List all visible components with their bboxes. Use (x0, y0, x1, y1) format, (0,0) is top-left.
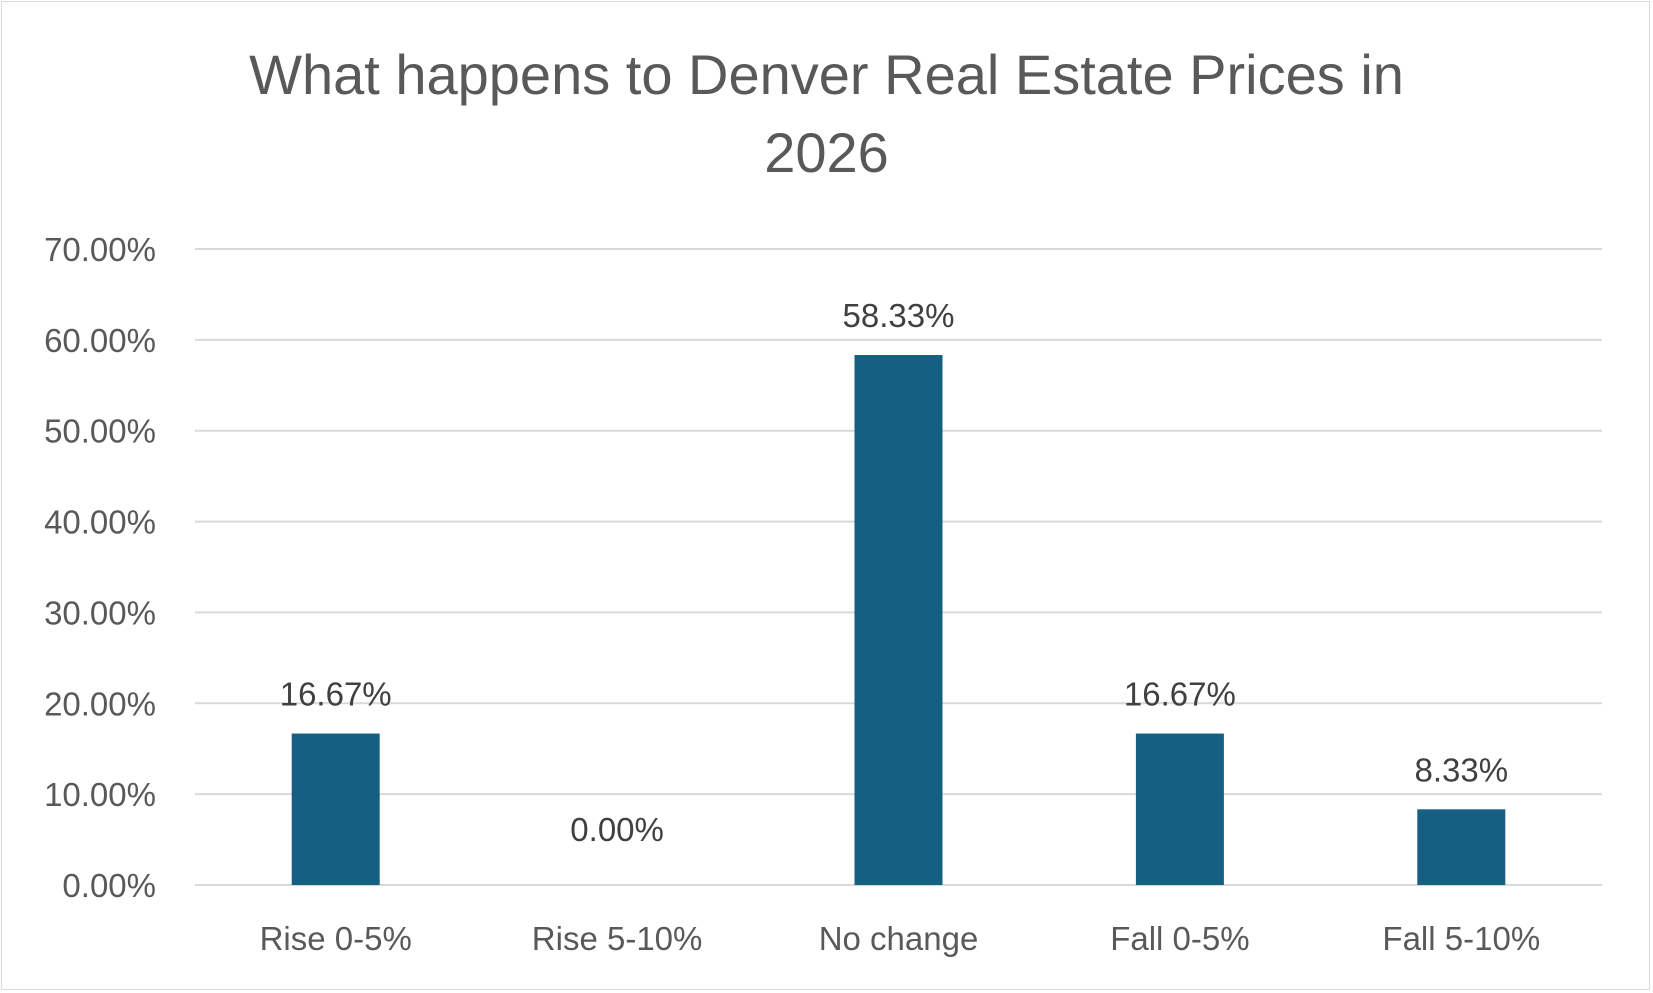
y-tick-label: 20.00% (44, 685, 156, 722)
data-label: 8.33% (1415, 751, 1509, 788)
bars (291, 355, 1506, 885)
y-tick-label: 10.00% (44, 776, 156, 813)
chart-title-container: What happens to Denver Real Estate Price… (0, 36, 1653, 192)
data-label: 58.33% (843, 297, 955, 334)
x-tick-label: Fall 5-10% (1382, 920, 1540, 957)
y-tick-label: 60.00% (44, 322, 156, 359)
bar (1135, 733, 1224, 885)
chart-title: What happens to Denver Real Estate Price… (249, 43, 1404, 184)
x-tick-label: No change (819, 920, 979, 957)
data-label: 16.67% (1124, 676, 1236, 713)
data-labels: 16.67% 0.00% 58.33% 16.67% 8.33% (280, 297, 1508, 848)
x-tick-label: Rise 0-5% (260, 920, 412, 957)
data-label: 16.67% (280, 676, 392, 713)
x-tick-label: Rise 5-10% (532, 920, 703, 957)
bar (1417, 809, 1506, 885)
y-axis-tick-labels: 0.00% 10.00% 20.00% 30.00% 40.00% 50.00% 60.00… (44, 231, 156, 904)
data-label: 0.00% (570, 811, 664, 848)
y-tick-label: 70.00% (44, 231, 156, 268)
x-tick-label: Fall 0-5% (1110, 920, 1249, 957)
bar (854, 355, 943, 885)
y-tick-label: 40.00% (44, 504, 156, 541)
x-axis-tick-labels: Rise 0-5% Rise 5-10% No change Fall 0-5% Fal… (260, 920, 1541, 957)
y-tick-label: 30.00% (44, 594, 156, 631)
y-tick-label: 0.00% (62, 867, 156, 904)
bar (291, 733, 380, 885)
y-tick-label: 50.00% (44, 413, 156, 450)
